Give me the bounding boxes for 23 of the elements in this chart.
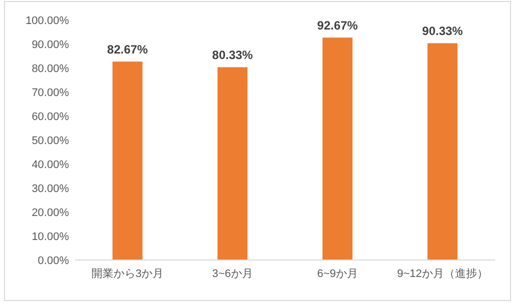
bar	[428, 43, 458, 260]
y-tick-label: 20.00%	[32, 207, 70, 219]
y-tick-label: 60.00%	[32, 111, 70, 123]
bar	[322, 38, 352, 260]
y-tick-label: 10.00%	[32, 231, 70, 243]
data-label: 92.67%	[317, 18, 358, 33]
data-label: 80.33%	[212, 48, 254, 62]
x-tick-label: 6~9か月	[317, 268, 358, 280]
y-tick-label: 80.00%	[32, 63, 70, 75]
y-tick-label: 100.00%	[26, 15, 70, 27]
y-tick-label: 40.00%	[32, 159, 70, 171]
bar	[218, 67, 248, 260]
x-tick-label: 9~12か月（進捗）	[397, 267, 488, 280]
y-tick-label: 30.00%	[32, 183, 70, 195]
y-tick-label: 50.00%	[32, 135, 70, 147]
y-tick-label: 70.00%	[32, 87, 70, 99]
bar	[112, 62, 142, 260]
y-tick-label: 0.00%	[38, 255, 70, 267]
x-tick-label: 3~6か月	[212, 268, 253, 280]
y-tick-label: 90.00%	[32, 39, 70, 51]
data-label: 90.33%	[422, 24, 464, 38]
data-label: 82.67%	[107, 42, 148, 57]
x-tick-label: 開業から3か月	[91, 268, 164, 280]
